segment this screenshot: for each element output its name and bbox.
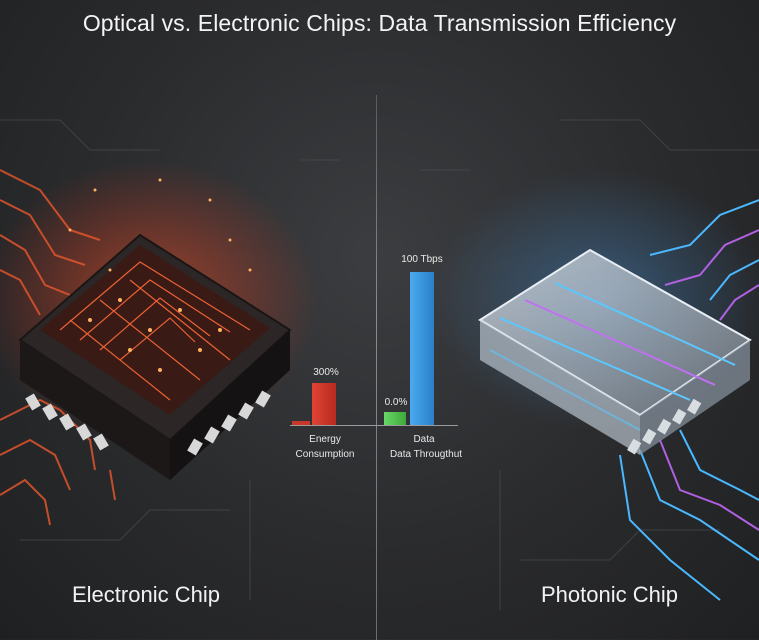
energy-bar-small xyxy=(292,421,310,425)
chart-baseline xyxy=(290,425,458,426)
electronic-chip-caption: Electronic Chip xyxy=(72,582,220,607)
energy-category-label-1: Energy xyxy=(309,434,341,445)
photonic-traces xyxy=(619,199,759,601)
center-divider xyxy=(376,95,377,640)
throughput-category-label-1: Data xyxy=(413,434,435,445)
energy-category-label-2: Consumption xyxy=(295,449,355,460)
energy-value-label: 300% xyxy=(313,367,339,378)
throughput-bar-high xyxy=(410,272,434,425)
page-title: Optical vs. Electronic Chips: Data Trans… xyxy=(82,10,677,36)
throughput-bar-low xyxy=(384,412,406,425)
electronic-traces xyxy=(0,169,116,526)
photonic-chip-caption: Photonic Chip xyxy=(541,582,678,607)
energy-bar xyxy=(312,383,336,425)
throughput-low-label: 0.0% xyxy=(384,397,408,408)
throughput-category-label-2: Data Througthut xyxy=(389,449,463,460)
throughput-high-label: 100 Tbps xyxy=(401,254,443,265)
